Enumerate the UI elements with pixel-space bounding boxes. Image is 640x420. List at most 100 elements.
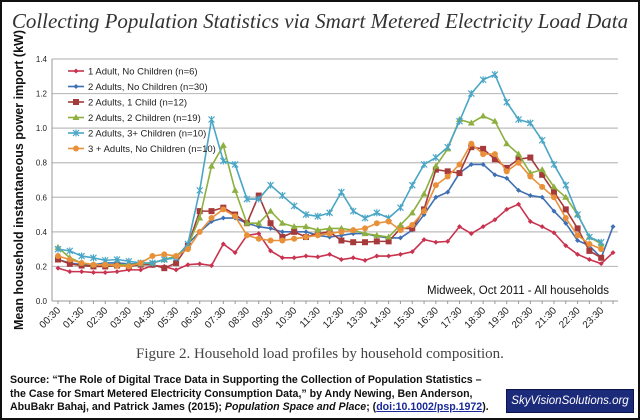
data-point (149, 259, 156, 267)
data-point (78, 252, 86, 260)
data-point (219, 157, 227, 165)
data-point (125, 263, 132, 270)
data-point (267, 220, 274, 227)
data-point (208, 116, 215, 123)
x-tick-label: 14:30 (368, 305, 394, 331)
data-point (326, 230, 333, 237)
data-point (550, 194, 557, 201)
data-point (302, 211, 310, 219)
data-point (208, 162, 216, 169)
data-point (468, 231, 474, 237)
data-point (268, 248, 274, 254)
data-point (586, 240, 593, 247)
data-point (232, 213, 239, 220)
data-point (173, 259, 180, 266)
data-point (491, 151, 498, 158)
data-point (373, 209, 381, 217)
data-point (66, 247, 74, 255)
data-point (586, 257, 592, 263)
data-point (575, 238, 581, 243)
data-point (66, 256, 73, 263)
data-point (562, 215, 569, 222)
data-point (433, 194, 439, 200)
data-point (338, 257, 344, 263)
data-point (184, 246, 191, 253)
data-point (315, 254, 321, 260)
data-point (302, 223, 310, 230)
data-point (362, 257, 368, 263)
journal-name: Population Space and Place (224, 401, 367, 413)
legend: 1 Adult, No Children (n=6) 2 Adults, No C… (68, 67, 216, 155)
figure-caption: Figure 2. Household load profiles by hou… (136, 346, 504, 362)
data-point (220, 206, 227, 213)
data-point (408, 181, 416, 189)
data-point (539, 183, 546, 190)
data-point (491, 156, 498, 163)
data-point (66, 260, 73, 267)
data-point (208, 208, 215, 215)
data-point (420, 190, 428, 197)
data-point (303, 253, 309, 259)
data-point (385, 238, 392, 245)
data-point (373, 220, 380, 227)
data-point (527, 193, 533, 199)
data-point (563, 243, 569, 249)
series-5 (54, 71, 605, 267)
legend-label: 1 Adult, No Children (n=6) (88, 67, 198, 78)
data-point (373, 238, 380, 245)
data-point (243, 195, 251, 203)
x-tick-label: 01:30 (61, 305, 87, 331)
x-tick-label: 11:30 (298, 305, 323, 330)
data-point (456, 170, 463, 177)
legend-item: 2 Adults, 1 Child (n=12) (68, 98, 187, 109)
data-point (278, 192, 286, 200)
data-point (196, 186, 204, 194)
data-point (149, 253, 156, 260)
gridlines (52, 58, 618, 268)
data-point (374, 253, 380, 259)
data-point (138, 267, 144, 273)
y-tick-label: 0.0 (36, 297, 48, 306)
legend-marker (73, 68, 79, 74)
doi-link[interactable]: doi:10.1002/psp.1972 (376, 401, 483, 413)
data-point (396, 221, 404, 228)
data-point (598, 261, 604, 267)
x-tick-label: 05:30 (156, 305, 182, 331)
data-point (432, 154, 440, 162)
data-point (526, 119, 534, 127)
data-point (102, 261, 109, 268)
data-point (468, 161, 474, 167)
data-point (491, 71, 499, 79)
data-point (456, 224, 462, 230)
data-point (137, 259, 144, 266)
data-point (444, 173, 451, 180)
data-point (408, 209, 416, 216)
data-point (161, 265, 168, 272)
data-point (243, 219, 251, 226)
data-point (338, 237, 345, 244)
data-point (538, 136, 546, 144)
source-suffix: ). (482, 401, 489, 413)
data-point (551, 230, 557, 236)
data-point (314, 212, 322, 220)
source-text: Source: “The Role of Digital Trace Data … (10, 374, 482, 413)
data-point (468, 140, 475, 147)
data-point (327, 251, 333, 257)
data-point (290, 223, 298, 230)
data-point (255, 235, 262, 242)
data-point (421, 237, 427, 243)
x-tick-label: 13:30 (345, 305, 371, 331)
data-point (432, 182, 439, 189)
data-point (515, 159, 522, 166)
data-point (585, 233, 593, 241)
legend-item: 1 Adult, No Children (n=6) (68, 67, 198, 78)
source-citation: Source: “The Role of Digital Trace Data … (10, 374, 500, 415)
data-point (433, 239, 439, 245)
data-point (397, 227, 404, 234)
x-tick-label: 07:30 (203, 305, 229, 331)
legend-marker (72, 114, 80, 120)
data-point (78, 259, 85, 266)
page-title: Collecting Population Statistics via Sma… (11, 9, 629, 33)
data-point (445, 238, 451, 244)
data-point (539, 171, 546, 178)
